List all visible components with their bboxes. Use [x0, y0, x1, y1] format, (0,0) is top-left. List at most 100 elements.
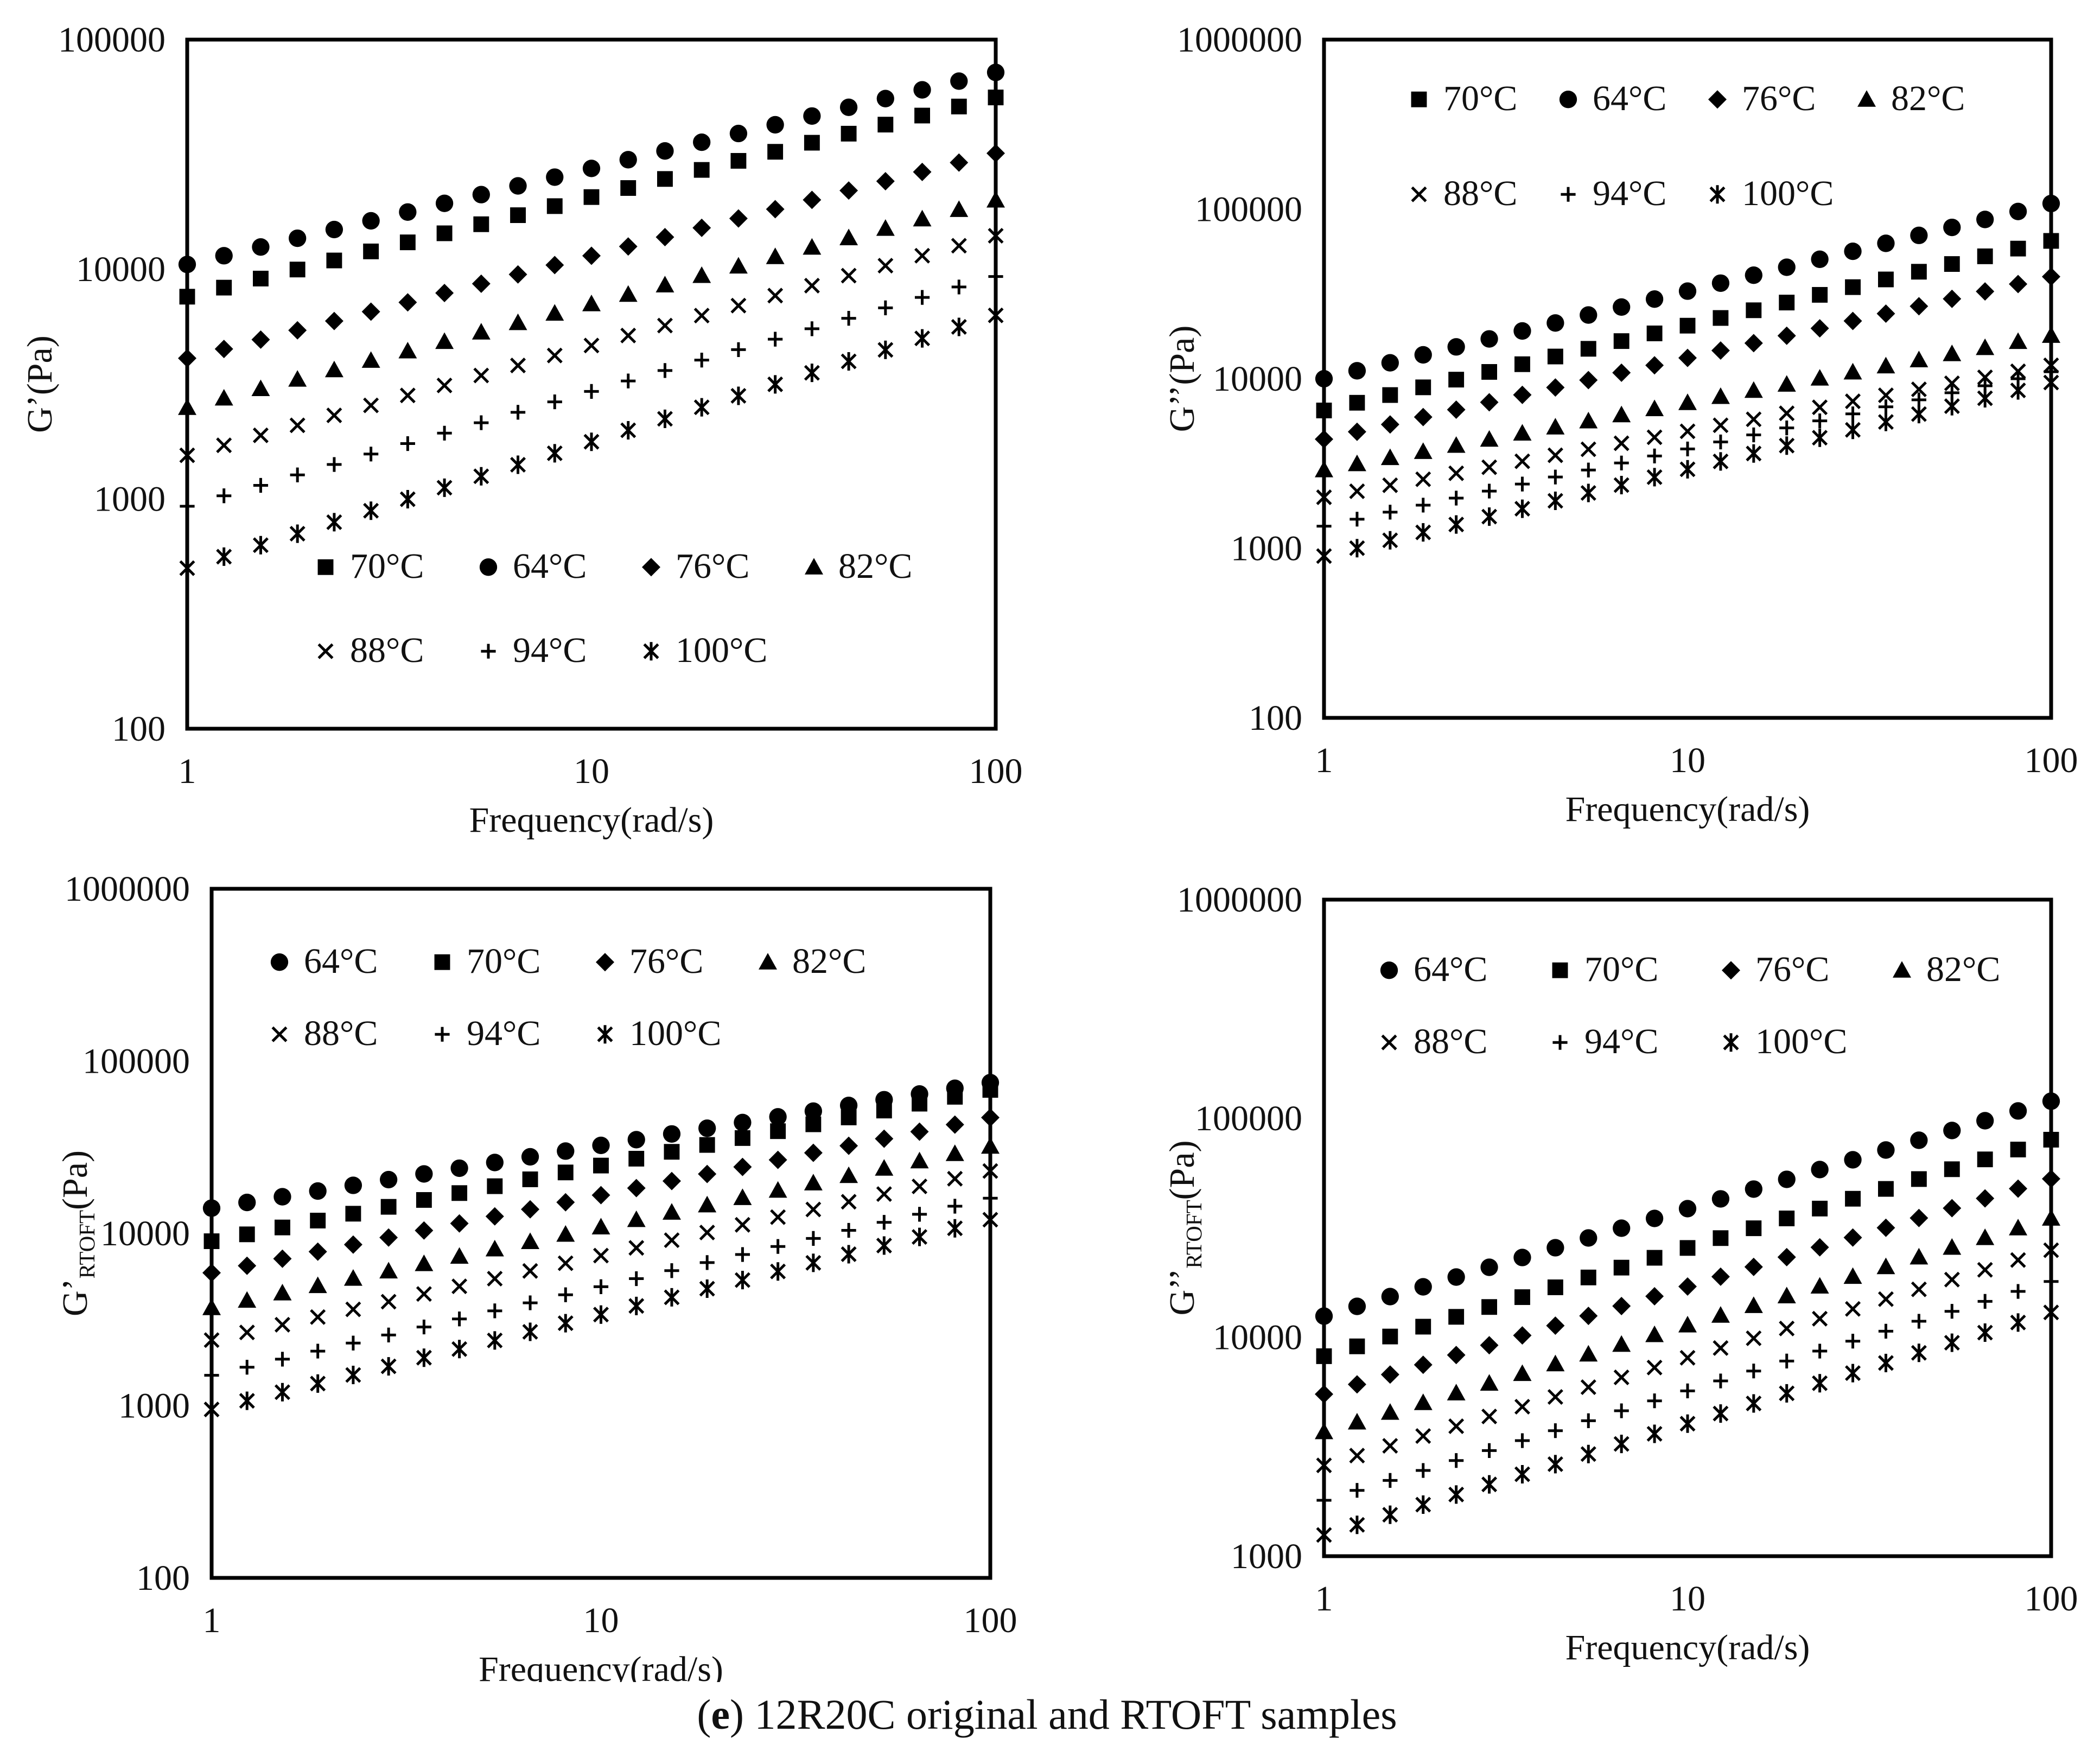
data-point	[1843, 311, 1862, 330]
data-point	[1977, 248, 1993, 264]
data-point	[275, 1352, 290, 1367]
caption-close: )	[730, 1691, 744, 1738]
data-point	[522, 1322, 538, 1341]
data-point	[1845, 279, 1861, 295]
figure-caption: (e) 12R20C original and RTOFT samples	[0, 1690, 2094, 1739]
data-point	[1382, 1328, 1398, 1345]
data-point	[1777, 1287, 1796, 1303]
data-point	[1812, 1374, 1828, 1393]
data-point	[473, 216, 489, 232]
data-point	[983, 1190, 998, 1206]
data-point	[1481, 1475, 1498, 1494]
series-100c	[179, 306, 1004, 578]
data-point	[290, 467, 305, 482]
data-point	[1579, 1307, 1598, 1326]
data-point	[1580, 1269, 1596, 1285]
data-point	[1415, 471, 1431, 487]
data-point	[620, 180, 637, 196]
data-point	[912, 1096, 927, 1112]
data-point	[472, 186, 490, 203]
data-point	[841, 1109, 857, 1125]
data-point	[770, 1209, 786, 1225]
legend-item-100c: 100°C	[1709, 174, 1834, 213]
data-point	[214, 340, 233, 359]
data-point	[628, 1240, 645, 1256]
data-point	[1679, 1414, 1696, 1433]
y-tick-label: 1000	[1231, 528, 1302, 568]
data-point	[1348, 1297, 1366, 1315]
data-point	[692, 266, 711, 283]
data-point	[1580, 441, 1596, 457]
y-tick-label: 100000	[1195, 1099, 1302, 1138]
legend-marker	[1708, 90, 1727, 109]
data-point	[1480, 1374, 1499, 1391]
legend-marker	[1722, 961, 1740, 980]
data-point	[308, 1242, 327, 1261]
data-point	[343, 1269, 362, 1286]
data-point	[914, 290, 930, 305]
data-point	[273, 1188, 291, 1206]
data-point	[1711, 1306, 1730, 1323]
data-point	[251, 379, 270, 397]
data-point	[556, 1225, 575, 1242]
data-point	[1810, 1277, 1829, 1294]
data-point	[656, 142, 674, 160]
x-tick-label: 1	[1315, 1579, 1333, 1619]
data-point	[288, 321, 307, 340]
data-point	[1580, 1444, 1596, 1463]
data-point	[2042, 1092, 2060, 1110]
legend-marker	[1559, 91, 1577, 109]
x-tick-label: 10	[574, 752, 609, 791]
data-point	[2042, 1209, 2060, 1226]
data-point	[1613, 333, 1630, 349]
legend-item-64c: 64°C	[270, 941, 378, 981]
data-point	[1910, 1131, 1928, 1149]
data-point	[2010, 1284, 2026, 1299]
data-point	[509, 177, 527, 195]
data-point	[693, 308, 710, 324]
data-point	[545, 304, 564, 321]
data-point	[546, 347, 563, 364]
data-point	[1316, 403, 1332, 418]
data-point	[1746, 411, 1762, 428]
data-point	[663, 1125, 681, 1143]
data-point	[1678, 348, 1697, 367]
data-point	[345, 1365, 361, 1384]
legend-label: 76°C	[1742, 79, 1816, 118]
series-88c	[179, 227, 1004, 463]
data-point	[981, 1108, 1000, 1127]
legend-marker	[1552, 962, 1568, 978]
data-point	[805, 1116, 822, 1132]
data-point	[238, 1193, 256, 1212]
data-point	[362, 212, 380, 230]
data-point	[628, 1296, 645, 1315]
data-point	[400, 436, 415, 451]
data-point	[1449, 491, 1464, 506]
data-point	[914, 247, 931, 264]
data-point	[1779, 1211, 1795, 1226]
data-point	[510, 405, 526, 420]
data-point	[657, 409, 673, 428]
data-point	[627, 1179, 646, 1198]
data-point	[731, 342, 746, 357]
data-point	[1678, 1316, 1697, 1333]
data-point	[2010, 1142, 2026, 1158]
data-point	[582, 295, 601, 311]
data-point	[1612, 363, 1631, 382]
chart-gprime-original: 100 1000 10000 100000 1 10 100 Frequency(rad/s)…	[20, 20, 1023, 840]
x-tick-label: 10	[1670, 1579, 1705, 1619]
data-point	[1647, 1393, 1662, 1409]
data-point	[1415, 1495, 1431, 1514]
data-point	[1778, 258, 1796, 276]
data-point	[1612, 1297, 1631, 1316]
legend-marker	[596, 953, 614, 972]
x-axis-label: Frequency(rad/s)	[479, 1650, 723, 1682]
data-point	[1646, 1359, 1663, 1375]
data-point	[1646, 1424, 1663, 1443]
data-point	[1911, 381, 1927, 397]
data-point	[768, 1150, 787, 1169]
data-point	[472, 274, 491, 293]
data-point	[1777, 1247, 1796, 1266]
data-point	[1911, 405, 1927, 424]
x-axis-label: Frequency(rad/s)	[1565, 1628, 1810, 1667]
